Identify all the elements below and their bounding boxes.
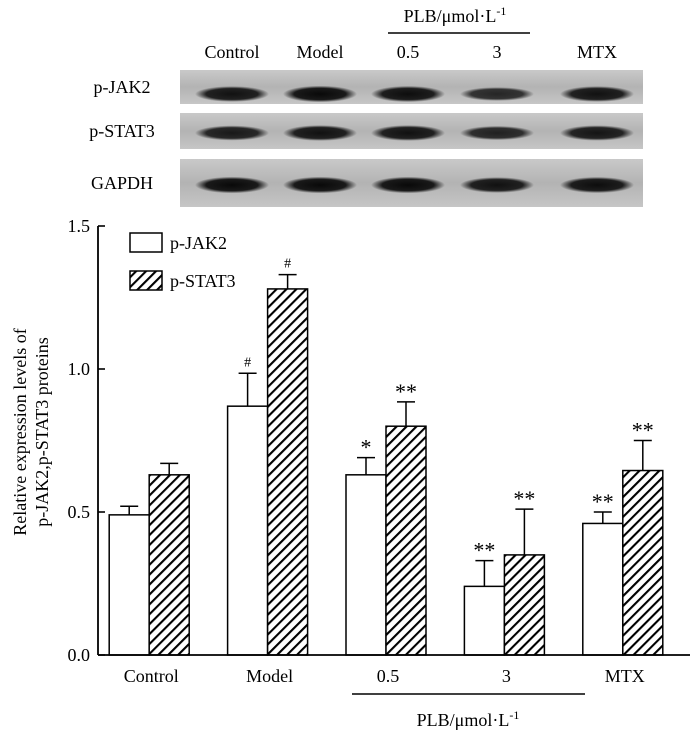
- blot-row-label: p-STAT3: [89, 121, 155, 141]
- blot-band: [283, 125, 357, 141]
- blot-lane-label: Model: [297, 42, 344, 62]
- x-tick-label: 0.5: [377, 666, 400, 686]
- y-tick-label: 1.5: [68, 216, 91, 236]
- x-tick-label: Model: [246, 666, 293, 686]
- blot-band: [195, 86, 269, 102]
- blot-band: [371, 85, 445, 103]
- y-tick-label: 1.0: [68, 359, 91, 379]
- bar-group: **: [582, 489, 624, 656]
- legend-label: p-STAT3: [170, 271, 236, 291]
- significance-mark: *: [361, 435, 372, 460]
- blot-lane-label: 3: [493, 42, 502, 62]
- blot-band: [460, 125, 534, 141]
- blot-band: [195, 125, 269, 141]
- bar-group: **: [503, 486, 546, 656]
- legend-swatch: [129, 232, 163, 253]
- bar-group: #: [226, 355, 269, 656]
- blot-lane-label: 0.5: [397, 42, 420, 62]
- bar-p-jak2: [345, 474, 387, 656]
- blot-band: [195, 176, 269, 194]
- y-axis-label-line2: p-JAK2,p-STAT3 proteins: [32, 337, 52, 527]
- blot-row: p-STAT3: [89, 113, 643, 149]
- bar-group: *: [345, 435, 387, 656]
- significance-mark: **: [513, 486, 535, 511]
- blot-lane-label: MTX: [577, 42, 617, 62]
- bar-p-stat3: [622, 469, 664, 656]
- significance-mark: **: [632, 418, 654, 443]
- bar-p-stat3: [148, 474, 190, 656]
- blot-band: [560, 86, 634, 102]
- x-tick-label: MTX: [605, 666, 645, 686]
- bar-p-jak2: [108, 514, 150, 656]
- x-axis: Control Model 0.5 3 MTX: [98, 654, 690, 686]
- significance-mark: **: [395, 379, 417, 404]
- significance-mark: **: [592, 489, 614, 514]
- y-tick-label: 0.0: [68, 645, 91, 665]
- y-tick-label: 0.5: [68, 502, 91, 522]
- blot-row-label: GAPDH: [91, 173, 153, 193]
- y-axis-label-line1: Relative expression levels of: [10, 328, 30, 535]
- blot-band: [560, 176, 634, 194]
- legend-label: p-JAK2: [170, 233, 227, 253]
- legend: p-JAK2 p-STAT3: [129, 232, 236, 291]
- blot-band: [460, 177, 534, 193]
- x-tick-label: 3: [502, 666, 511, 686]
- bar-p-jak2: [582, 522, 624, 656]
- bar-p-jak2: [463, 585, 506, 656]
- blot-band: [371, 176, 445, 194]
- bar-p-stat3: [266, 288, 309, 656]
- blot-rows: p-JAK2 p-STAT3 GAPDH: [89, 70, 643, 207]
- bar-p-stat3: [503, 554, 546, 656]
- bar-p-stat3: [385, 425, 427, 656]
- blot-row-label: p-JAK2: [94, 77, 151, 97]
- bar-group: [148, 462, 190, 656]
- blot-band: [460, 87, 534, 101]
- bar-p-jak2: [226, 405, 269, 656]
- blot-lane-labels: Control Model 0.5 3 MTX: [204, 42, 617, 62]
- bar-group: **: [463, 538, 506, 656]
- significance-mark: #: [244, 355, 251, 370]
- western-blot-panel: Control Model 0.5 3 MTX PLB/μmol·L-1 p-JAK2p…: [89, 4, 643, 207]
- blot-band: [283, 176, 357, 194]
- bar-group: **: [622, 418, 664, 656]
- legend-swatch: [129, 270, 163, 291]
- blot-group-label: PLB/μmol·L-1: [404, 4, 507, 26]
- blot-band: [371, 125, 445, 141]
- significance-mark: **: [473, 538, 495, 563]
- bar-chart: Relative expression levels of p-JAK2,p-S…: [10, 216, 690, 730]
- y-axis: 0.0 0.5 1.0 1.5: [68, 216, 105, 665]
- blot-row: GAPDH: [91, 159, 643, 207]
- x-tick-label: Control: [124, 666, 179, 686]
- blot-band: [283, 85, 357, 103]
- blot-row: p-JAK2: [94, 70, 643, 104]
- blot-band: [560, 125, 634, 141]
- bar-group: [108, 505, 150, 656]
- bar-group: **: [385, 379, 427, 656]
- blot-lane-label: Control: [204, 42, 259, 62]
- significance-mark: #: [284, 257, 291, 272]
- bars: ##******* ****: [108, 257, 664, 656]
- bar-group: #: [266, 257, 309, 656]
- x-group-label: PLB/μmol·L-1: [417, 708, 520, 730]
